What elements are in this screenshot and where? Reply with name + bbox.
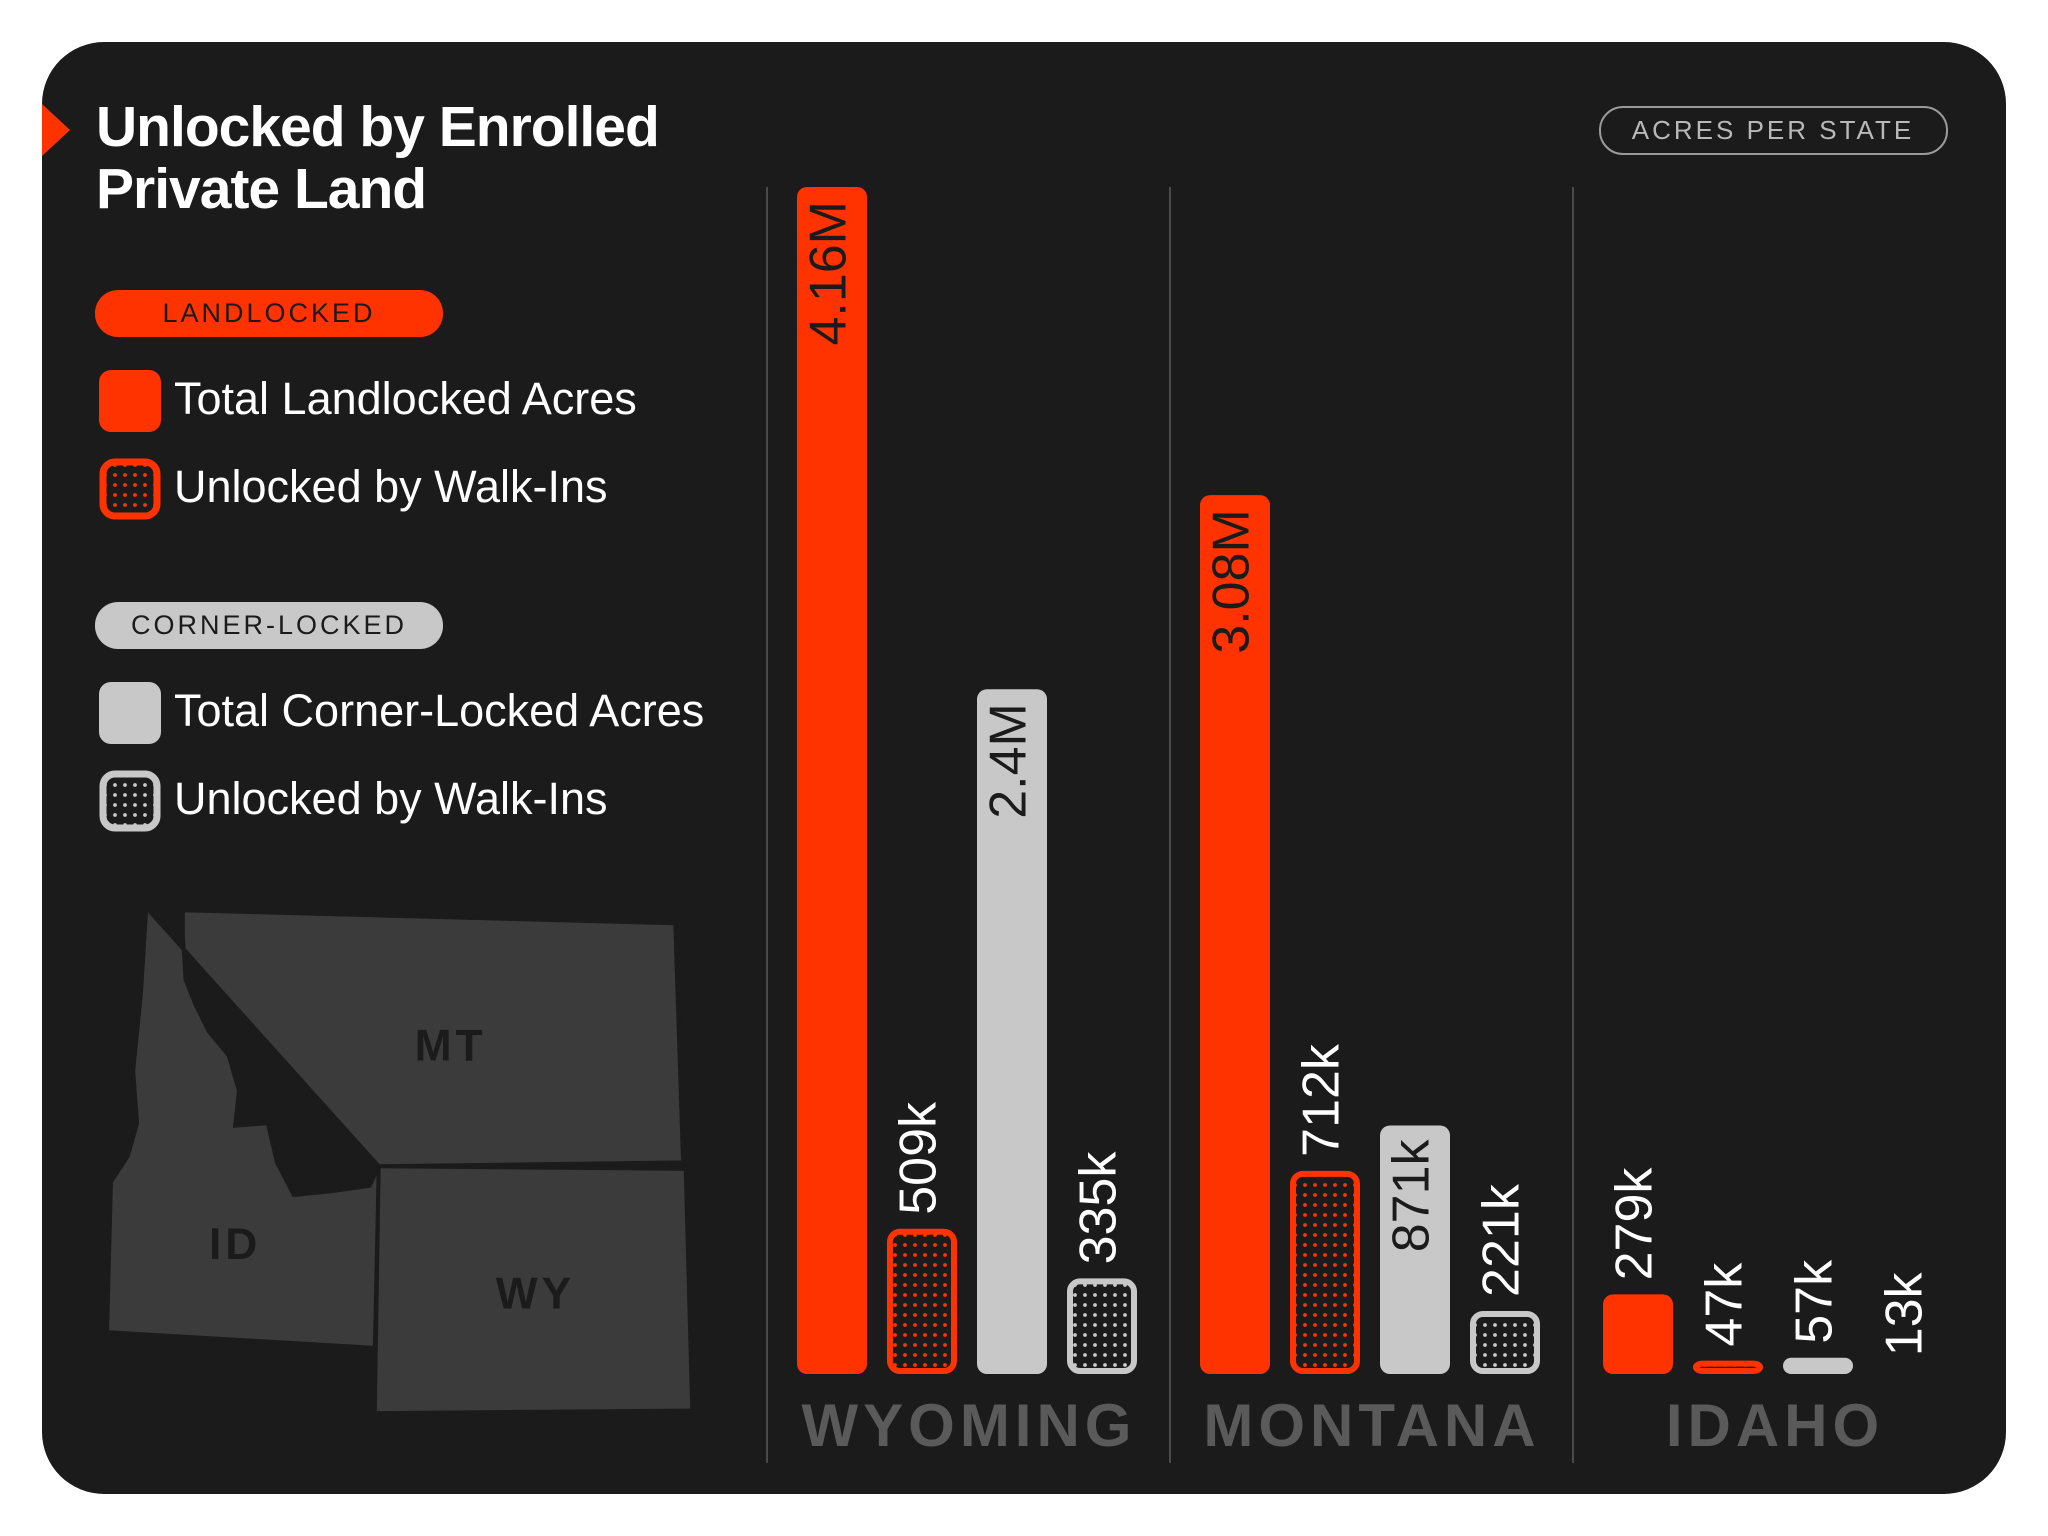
bar: [1603, 1294, 1673, 1374]
value-label: 2.4M: [980, 703, 1038, 819]
value-label: 509k: [890, 1101, 948, 1215]
unit-label: ACRES PER STATE: [1632, 115, 1914, 145]
category-label: WYOMING: [802, 1392, 1137, 1459]
value-label: 4.16M: [800, 201, 858, 346]
value-label: 47k: [1696, 1262, 1754, 1347]
bar: [797, 187, 867, 1374]
legend-swatch: [99, 682, 161, 744]
map-label: ID: [209, 1220, 261, 1269]
legend-label: Unlocked by Walk-Ins: [174, 773, 607, 824]
unit-pill: [1599, 106, 1948, 155]
bar: [1067, 1278, 1137, 1374]
legend-label: Total Landlocked Acres: [174, 373, 637, 424]
bar: [977, 689, 1047, 1374]
value-label: 279k: [1606, 1167, 1664, 1281]
category-label: IDAHO: [1666, 1392, 1884, 1459]
legend-group-label: LANDLOCKED: [162, 298, 375, 328]
bar: [1470, 1310, 1540, 1375]
chart-title: Unlocked by Enrolled Private Land: [96, 95, 660, 221]
map-shape: [105, 905, 686, 1350]
value-label: 335k: [1070, 1151, 1128, 1265]
map: MT ID WY: [105, 905, 695, 1416]
value-label: 13k: [1876, 1271, 1934, 1356]
category-label: MONTANA: [1203, 1392, 1540, 1459]
legend-group-pill: [95, 602, 443, 649]
bar: [1380, 1125, 1450, 1374]
legend-label: Unlocked by Walk-Ins: [174, 461, 607, 512]
legend-group-label: CORNER-LOCKED: [131, 610, 407, 640]
value-label: 3.08M: [1203, 509, 1261, 654]
legend-swatch: [99, 370, 161, 432]
map-label: MT: [415, 1021, 487, 1070]
value-label: 871k: [1383, 1138, 1441, 1252]
value-label: 712k: [1293, 1043, 1351, 1157]
legend-swatch: [99, 458, 161, 520]
bar: [1693, 1360, 1763, 1375]
bar: [1290, 1170, 1360, 1374]
legend-group-pill: [95, 290, 443, 337]
map-label: WY: [496, 1270, 575, 1319]
map-shape: [372, 1164, 695, 1416]
legend-swatch: [99, 770, 161, 832]
bar: [1783, 1357, 1853, 1374]
bar: [1200, 495, 1270, 1374]
title-marker: [42, 104, 70, 156]
bar: [887, 1228, 957, 1374]
value-label: 57k: [1786, 1259, 1844, 1344]
value-label: 221k: [1473, 1183, 1531, 1297]
legend-label: Total Corner-Locked Acres: [174, 685, 704, 736]
